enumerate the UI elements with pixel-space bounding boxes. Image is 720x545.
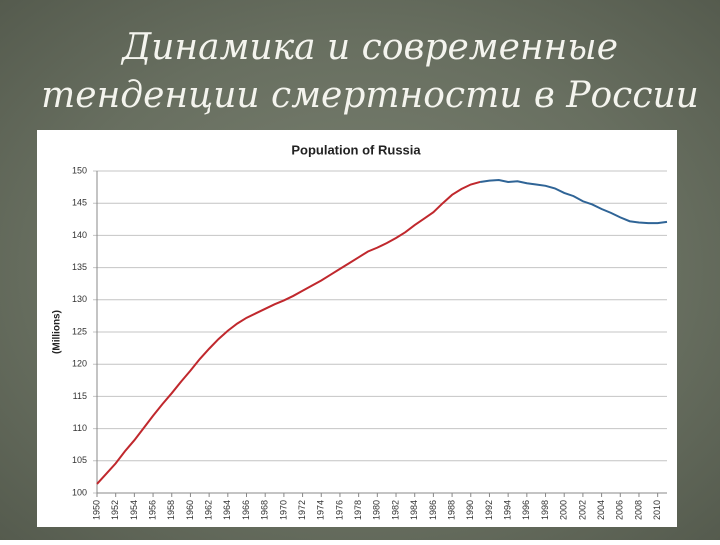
x-tick-label: 1974 [316,500,326,520]
x-tick-label: 1994 [503,500,513,520]
y-tick-label: 150 [72,165,87,175]
y-tick-label: 140 [72,230,87,240]
y-tick-label: 110 [73,423,87,433]
x-tick-label: 2002 [577,500,587,520]
y-tick-label: 135 [72,262,87,272]
y-tick-label: 130 [72,294,87,304]
x-tick-label: 1996 [521,500,531,520]
x-tick-label: 1982 [390,500,400,520]
x-tick-label: 1988 [446,500,456,520]
x-tick-label: 1984 [409,500,419,520]
x-tick-label: 1962 [204,500,214,520]
x-tick-label: 1976 [334,500,344,520]
x-tick-label: 2008 [633,500,643,520]
x-tick-label: 2006 [615,500,625,520]
x-tick-label: 2010 [652,500,662,520]
chart-panel [37,130,677,527]
x-tick-label: 1966 [241,500,251,520]
x-tick-label: 1992 [484,500,494,520]
y-tick-label: 105 [72,455,87,465]
data-line [96,180,481,485]
chart-title: Population of Russia [291,142,421,157]
x-tick-label: 1952 [110,500,120,520]
slide-title-line: тенденции смертности в России [41,75,699,116]
slide-title-line: Динамика и современные [120,27,618,68]
x-tick-label: 1950 [91,500,101,520]
x-tick-label: 2000 [559,500,569,520]
data-line [479,179,668,225]
x-tick-label: 1990 [465,500,475,520]
x-tick-label: 1998 [540,500,550,520]
y-tick-label: 115 [73,391,87,401]
x-tick-label: 1954 [129,500,139,520]
y-tick-label: 120 [72,359,87,369]
x-tick-label: 1958 [166,500,176,520]
x-tick-label: 1978 [353,500,363,520]
y-tick-label: 145 [72,198,87,208]
x-tick-label: 1960 [185,500,195,520]
x-tick-label: 1964 [222,500,232,520]
y-tick-label: 125 [72,326,87,336]
x-tick-label: 2004 [596,500,606,520]
x-tick-label: 1980 [372,500,382,520]
x-tick-label: 1986 [428,500,438,520]
y-tick-label: 100 [72,487,87,497]
x-tick-label: 1956 [147,500,157,520]
x-tick-label: 1968 [260,500,270,520]
x-tick-label: 1970 [278,500,288,520]
y-axis-label: (Millions) [52,310,63,354]
x-tick-label: 1972 [297,500,307,520]
